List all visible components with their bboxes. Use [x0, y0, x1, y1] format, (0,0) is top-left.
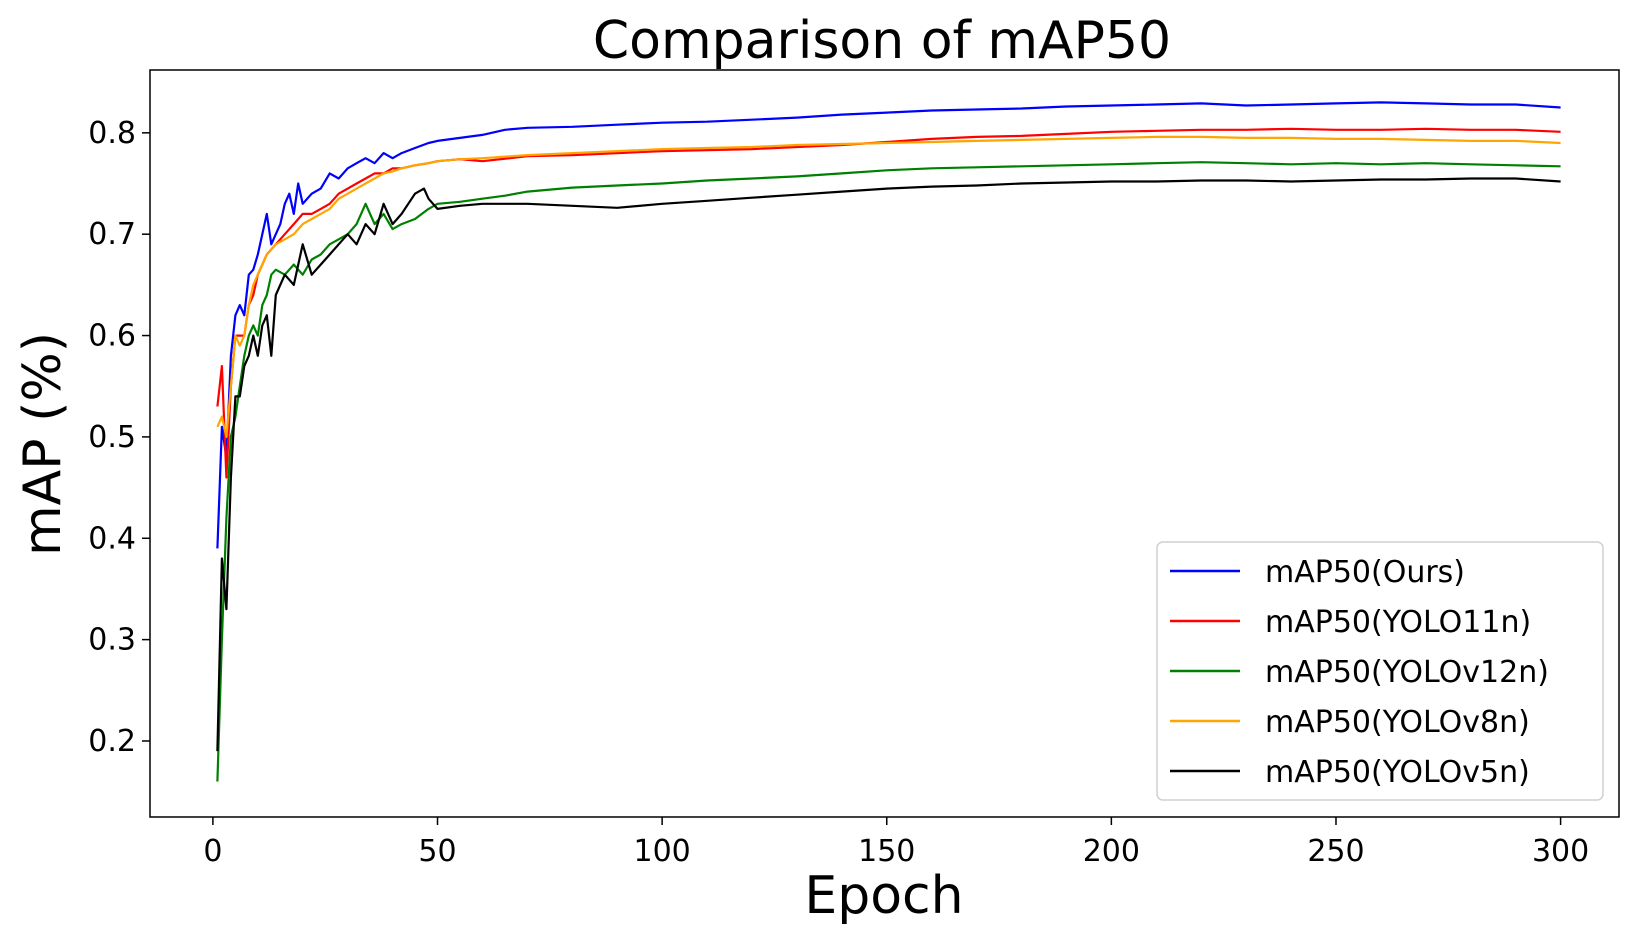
- plot-area: [149, 69, 1620, 818]
- legend-label: mAP50(YOLOv5n): [1265, 755, 1530, 790]
- legend: mAP50(Ours) mAP50(YOLO11n) mAP50(YOLOv12n)…: [1156, 541, 1604, 801]
- x-tick-label: 200: [1083, 834, 1140, 869]
- legend-items: mAP50(Ours) mAP50(YOLO11n) mAP50(YOLOv12n)…: [1170, 555, 1549, 790]
- x-tick-label: 300: [1532, 834, 1589, 869]
- y-tick-label: 0.4: [88, 521, 136, 556]
- x-tick-label: 50: [418, 834, 456, 869]
- x-tick-label: 0: [203, 834, 222, 869]
- x-axis-ticks: 0 50 100 150 200 250 300: [203, 817, 1589, 869]
- x-tick-label: 100: [633, 834, 690, 869]
- y-axis-ticks: 0.2 0.3 0.4 0.5 0.6 0.7 0.8: [88, 116, 150, 759]
- y-tick-label: 0.8: [88, 116, 136, 151]
- series-line-map50-yolov12n-: [216, 161, 1561, 782]
- y-tick-label: 0.6: [88, 319, 136, 354]
- legend-label: mAP50(YOLOv12n): [1265, 655, 1549, 690]
- series-line-map50-yolov8n-: [216, 135, 1561, 438]
- legend-label: mAP50(Ours): [1265, 555, 1465, 590]
- legend-box: [1156, 541, 1604, 801]
- x-tick-label: 150: [858, 834, 915, 869]
- x-axis-label: Epoch: [804, 866, 963, 926]
- series-line-map50-ours-: [216, 101, 1561, 549]
- series-layer: [216, 101, 1561, 782]
- y-axis-label: mAP (%): [13, 332, 73, 556]
- y-tick-label: 0.7: [88, 217, 136, 252]
- chart-title: Comparison of mAP50: [593, 11, 1171, 71]
- y-tick-label: 0.2: [88, 724, 136, 759]
- x-tick-label: 250: [1307, 834, 1364, 869]
- series-line-map50-yolov5n-: [216, 177, 1561, 752]
- legend-label: mAP50(YOLOv8n): [1265, 705, 1530, 740]
- y-tick-label: 0.3: [88, 623, 136, 658]
- legend-label: mAP50(YOLO11n): [1265, 605, 1531, 640]
- series-line-map50-yolo11n-: [216, 127, 1561, 479]
- plot-frame: [149, 69, 1620, 818]
- y-tick-label: 0.5: [88, 420, 136, 455]
